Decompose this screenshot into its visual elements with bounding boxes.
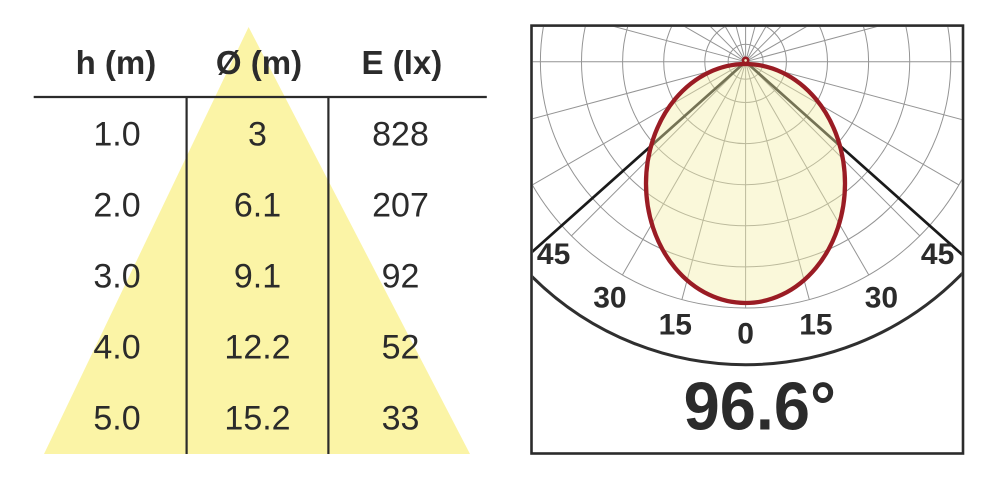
svg-text:3.0: 3.0 [93,257,140,295]
svg-text:4.0: 4.0 [93,328,140,366]
svg-text:6.1: 6.1 [234,186,281,224]
svg-text:E (lx): E (lx) [362,44,443,81]
svg-text:9.1: 9.1 [234,257,281,295]
svg-text:33: 33 [382,399,420,437]
svg-text:0: 0 [737,318,754,351]
svg-text:1.0: 1.0 [93,115,140,153]
svg-text:15: 15 [659,308,692,341]
svg-text:30: 30 [593,281,626,314]
svg-text:12.2: 12.2 [224,328,290,366]
svg-text:92: 92 [382,257,420,295]
svg-text:45: 45 [921,238,954,271]
svg-text:Ø (m): Ø (m) [216,44,302,81]
svg-text:45: 45 [537,238,570,271]
svg-text:96.6°: 96.6° [684,369,836,445]
svg-text:207: 207 [372,186,429,224]
svg-text:3: 3 [248,115,267,153]
svg-text:15: 15 [799,308,832,341]
svg-text:h (m): h (m) [76,44,157,81]
svg-text:15.2: 15.2 [224,399,290,437]
svg-text:5.0: 5.0 [93,399,140,437]
svg-text:52: 52 [382,328,420,366]
svg-text:828: 828 [372,115,429,153]
svg-text:30: 30 [865,281,898,314]
svg-text:2.0: 2.0 [93,186,140,224]
